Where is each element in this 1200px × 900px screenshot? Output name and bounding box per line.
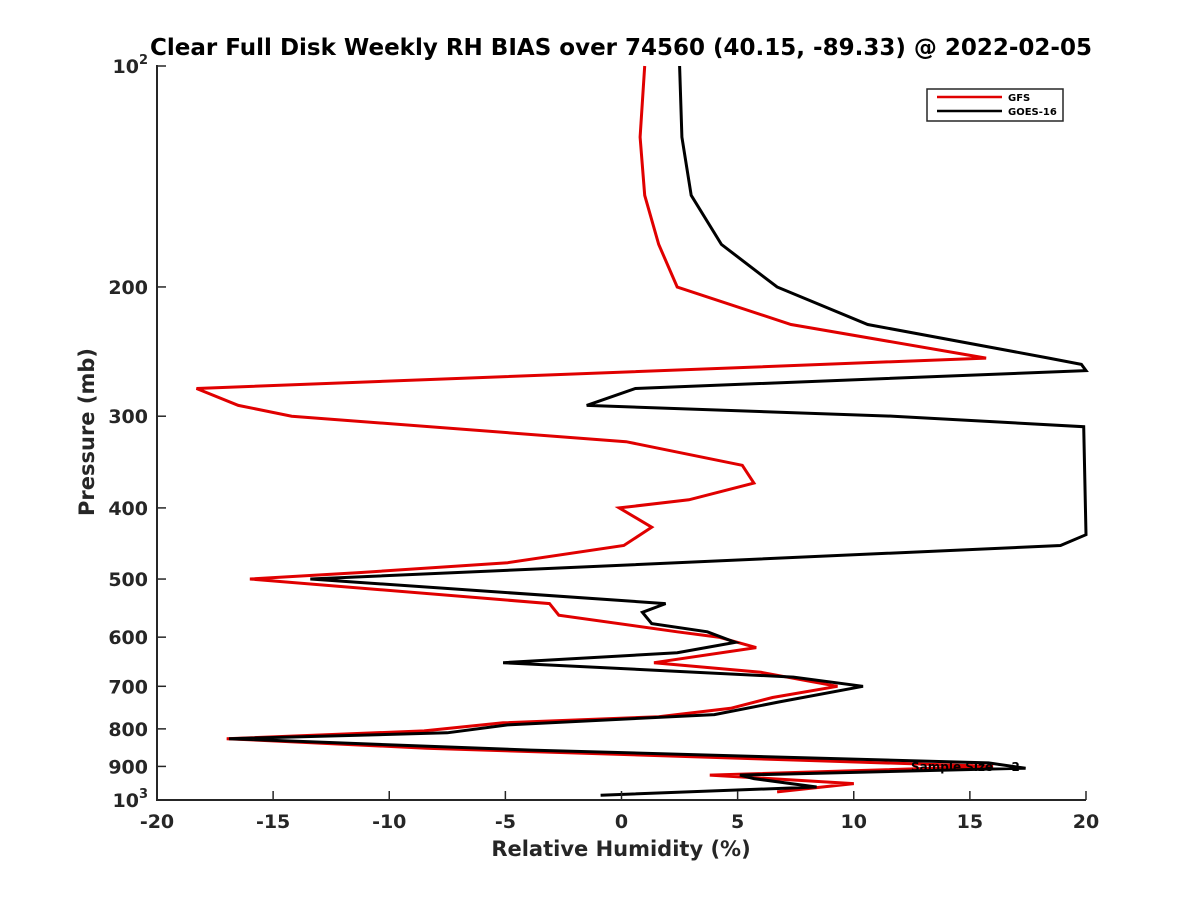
- y-tick-label: 500: [108, 569, 148, 591]
- x-axis-line: [156, 799, 1086, 801]
- x-tick-label: 10: [841, 811, 867, 833]
- y-tick-label: 800: [108, 719, 148, 741]
- x-tick-label: 0: [615, 811, 628, 833]
- y-tick-label: 300: [108, 406, 148, 428]
- series-line-gfs: [195, 65, 994, 794]
- x-tick-label: -15: [256, 811, 290, 833]
- legend: GFS GOES-16: [926, 88, 1064, 122]
- x-tick-label: -5: [495, 811, 516, 833]
- y-axis-label: Pressure (mb): [75, 348, 99, 516]
- y-axis-line: [156, 65, 158, 801]
- legend-label-goes16: GOES-16: [1008, 107, 1057, 118]
- chart-title: Clear Full Disk Weekly RH BIAS over 7456…: [150, 35, 1092, 61]
- x-tick-label: 15: [957, 811, 983, 833]
- x-axis-label: Relative Humidity (%): [491, 837, 750, 861]
- y-tick-label: 103: [113, 787, 149, 812]
- sample-size-annotation: Sample Size = 2: [911, 760, 1020, 774]
- x-tick-label: -20: [140, 811, 174, 833]
- y-tick-label: 900: [108, 756, 148, 778]
- series-line-goes16: [228, 65, 1089, 797]
- plot-area: [195, 65, 1089, 797]
- x-tick-label: 20: [1073, 811, 1099, 833]
- y-tick-label: 700: [108, 676, 148, 698]
- y-tick-label: 102: [113, 53, 149, 78]
- y-tick-label: 200: [108, 277, 148, 299]
- x-tick-label: 5: [731, 811, 744, 833]
- legend-box: [926, 88, 1064, 122]
- x-tick-label: -10: [372, 811, 406, 833]
- axis-ticks: -20 -15 -10 -5 0 5 10 15 20 102 200 300 400 500 600 700…: [108, 53, 1099, 833]
- y-tick-label: 600: [108, 627, 148, 649]
- y-tick-label: 400: [108, 498, 148, 520]
- legend-label-gfs: GFS: [1008, 93, 1030, 104]
